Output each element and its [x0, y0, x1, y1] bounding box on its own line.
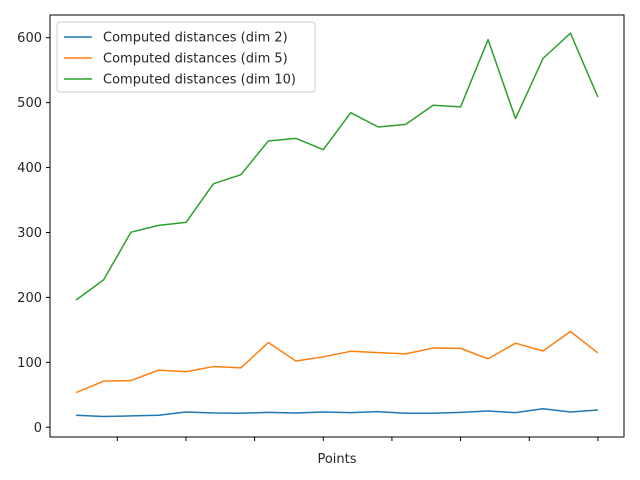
legend-label-3: Computed distances (dim 10) — [103, 73, 296, 88]
legend-label-2: Computed distances (dim 5) — [103, 52, 288, 67]
legend-box — [56, 21, 316, 93]
y-tick-label: 0 — [34, 421, 42, 436]
x-axis — [116, 437, 599, 441]
series-line-1 — [76, 408, 598, 418]
plot-area-frame — [49, 14, 625, 438]
y-tick-label: 400 — [17, 161, 42, 176]
series-line-2 — [75, 330, 599, 394]
y-axis: 0 100 200 300 400 500 600 — [17, 31, 50, 436]
y-tick-label: 500 — [17, 96, 42, 111]
y-tick-label: 200 — [17, 291, 42, 306]
legend: Computed distances (dim 2) Computed dista… — [56, 21, 316, 93]
legend-label-1: Computed distances (dim 2) — [103, 31, 288, 46]
y-tick-label: 100 — [17, 356, 42, 371]
series-line-3 — [75, 32, 599, 301]
x-axis-label: Points — [317, 452, 356, 467]
y-tick-label: 600 — [17, 31, 42, 46]
y-tick-label: 300 — [17, 226, 42, 241]
plot-lines — [75, 32, 599, 418]
